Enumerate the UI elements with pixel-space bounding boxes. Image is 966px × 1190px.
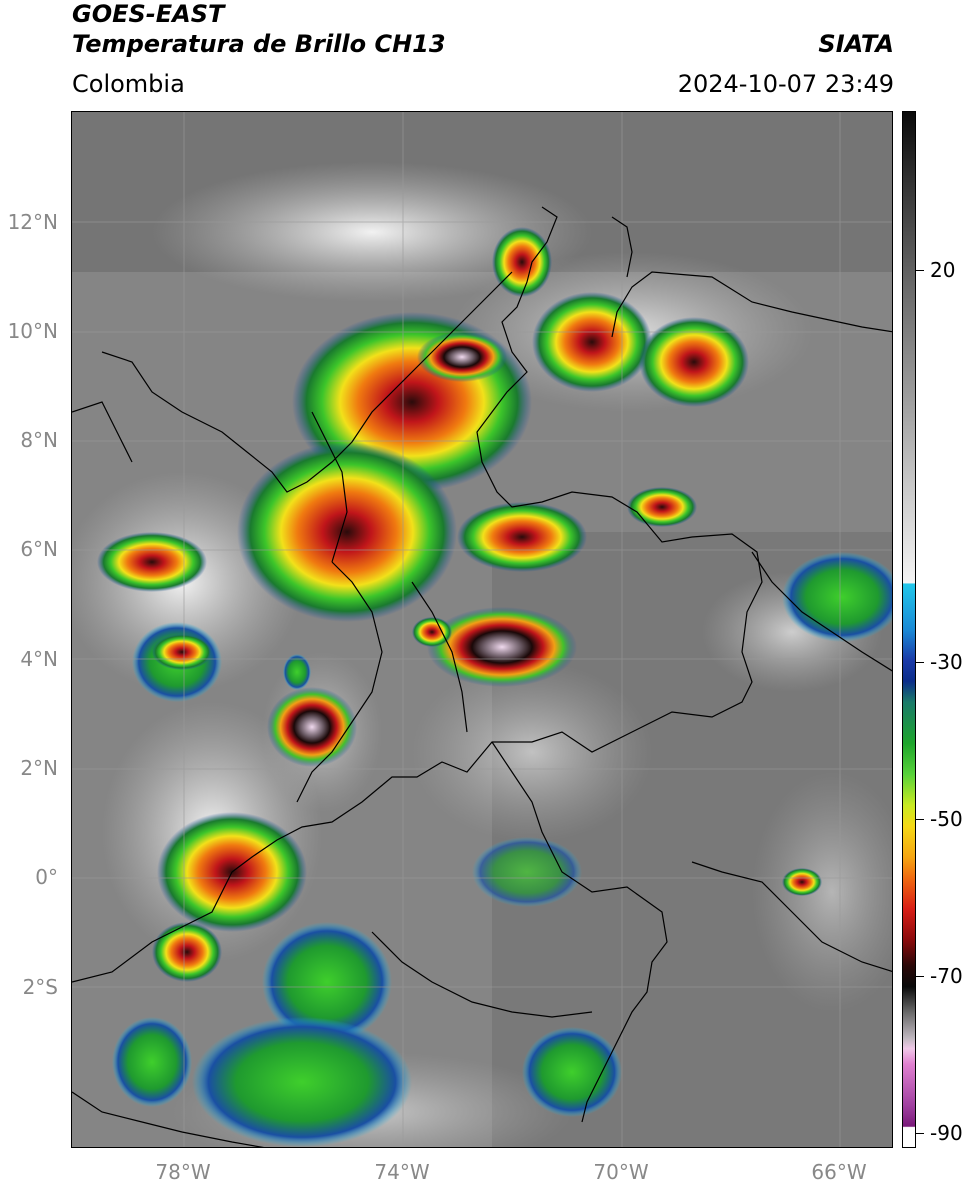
colorbar-tick-m50 [916, 819, 924, 820]
colorbar-label-20: 20 [930, 258, 956, 282]
lon-label-74W: 74°W [374, 1160, 430, 1184]
colorbar-label-m90: -90 [930, 1121, 963, 1145]
lat-label-0: 0° [35, 865, 58, 889]
lat-label-6N: 6°N [20, 537, 58, 561]
colorbar-tick-m70 [916, 976, 924, 977]
temperature-colorbar [902, 111, 916, 1148]
map-canvas [72, 112, 892, 1147]
colorbar-tick-m90 [916, 1133, 924, 1134]
lat-label-12N: 12°N [7, 210, 58, 234]
lat-label-8N: 8°N [20, 428, 58, 452]
lat-label-10N: 10°N [7, 319, 58, 343]
lon-label-78W: 78°W [155, 1160, 211, 1184]
colorbar-label-m70: -70 [930, 964, 963, 988]
lon-label-70W: 70°W [593, 1160, 649, 1184]
colorbar-tick-m30 [916, 662, 924, 663]
colorbar-label-m30: -30 [930, 650, 963, 674]
organization-label: SIATA [818, 30, 894, 58]
lat-label-2N: 2°N [20, 756, 58, 780]
lat-label-4N: 4°N [20, 647, 58, 671]
graticule [72, 112, 892, 1147]
colorbar-tick-20 [916, 270, 924, 271]
satellite-map[interactable] [71, 111, 893, 1148]
colorbar-label-m50: -50 [930, 807, 963, 831]
timestamp-label: 2024-10-07 23:49 [677, 70, 894, 98]
lat-label-2S: 2°S [22, 975, 58, 999]
lon-label-66W: 66°W [811, 1160, 867, 1184]
region-label: Colombia [72, 70, 185, 98]
satellite-title: GOES-EAST [72, 0, 225, 28]
product-title: Temperatura de Brillo CH13 [72, 30, 446, 58]
borders [72, 206, 892, 1147]
